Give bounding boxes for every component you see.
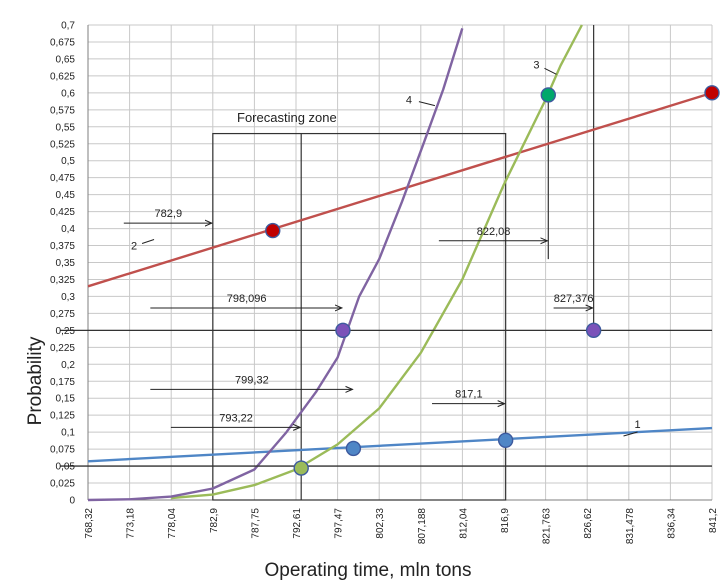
x-tick-label: 831,478 xyxy=(625,508,636,545)
annotation-label: 827,376 xyxy=(554,293,594,305)
y-tick-label: 0,625 xyxy=(50,71,75,82)
y-tick-label: 0,7 xyxy=(61,21,75,32)
data-point xyxy=(585,322,602,339)
y-tick-label: 0,45 xyxy=(56,190,76,201)
y-tick-label: 0,575 xyxy=(50,105,75,116)
data-point xyxy=(265,222,281,239)
x-tick-label: 773,18 xyxy=(126,508,137,539)
data-point xyxy=(345,440,362,457)
y-tick-label: 0,325 xyxy=(50,275,75,286)
curve-label: 3 xyxy=(533,59,539,71)
x-tick-label: 782,9 xyxy=(209,508,220,533)
x-tick-labels: 768,32 773,18 778,04 782,9 787,75 792,61 797,4… xyxy=(84,508,719,545)
data-point xyxy=(497,432,514,448)
series-line-2 xyxy=(87,91,713,288)
y-tick-label: 0,25 xyxy=(56,326,76,337)
reference-lines xyxy=(60,329,712,467)
annotation-label: 793,22 xyxy=(219,412,253,424)
annotation-label: 817,1 xyxy=(455,389,483,401)
y-tick-label: 0,425 xyxy=(50,207,75,218)
x-tick-label: 826,62 xyxy=(583,508,594,539)
curve-label: 4 xyxy=(406,95,412,107)
y-tick-label: 0,675 xyxy=(50,37,75,48)
y-tick-label: 0,175 xyxy=(50,377,75,388)
annotation-label: 799,32 xyxy=(235,374,269,386)
y-tick-label: 0,55 xyxy=(56,122,76,133)
x-tick-label: 787,75 xyxy=(250,508,261,539)
forecasting-zone-label: Forecasting zone xyxy=(237,110,337,125)
annotation-label: 782,9 xyxy=(155,208,183,220)
marked-points xyxy=(265,85,720,476)
x-tick-label: 821,763 xyxy=(542,508,553,545)
x-tick-label: 841,2 xyxy=(708,508,719,533)
data-point xyxy=(704,85,720,101)
y-tick-label: 0,125 xyxy=(50,411,75,422)
y-tick-label: 0,2 xyxy=(61,360,75,371)
y-tick-label: 0,025 xyxy=(50,479,75,490)
y-tick-label: 0,65 xyxy=(56,54,76,65)
annotations: 782,9 798,096 799,32 793,22 817,1 822,08 827,3… xyxy=(123,59,641,437)
y-axis-label: Probability xyxy=(25,336,46,425)
x-tick-label: 797,47 xyxy=(334,508,345,539)
data-point xyxy=(335,322,351,339)
x-axis-label: Operating time, mln tons xyxy=(265,560,472,581)
y-tick-label: 0,225 xyxy=(50,343,75,354)
data-point xyxy=(540,87,556,103)
x-tick-label: 807,188 xyxy=(417,508,428,545)
grid xyxy=(87,24,713,501)
annotation-label: 822,08 xyxy=(477,226,511,238)
y-tick-label: 0,3 xyxy=(61,292,75,303)
y-tick-label: 0,275 xyxy=(50,309,75,320)
y-tick-label: 0,15 xyxy=(56,394,76,405)
y-tick-label: 0,5 xyxy=(61,156,75,167)
y-tick-label: 0,6 xyxy=(61,88,75,99)
x-tick-label: 802,33 xyxy=(375,508,386,539)
y-tick-label: 0,05 xyxy=(56,462,76,473)
curve-label-leader xyxy=(623,431,638,437)
x-tick-label: 792,61 xyxy=(292,508,303,539)
y-tick-label: 0,35 xyxy=(56,258,76,269)
x-tick-label: 768,32 xyxy=(84,508,95,539)
curve-label: 1 xyxy=(634,419,640,431)
curve-label-leader xyxy=(141,239,155,245)
curve-label-leader xyxy=(418,101,436,107)
curve-label-leader xyxy=(544,67,557,75)
forecasting-zone-box xyxy=(212,132,507,501)
data-point xyxy=(293,460,309,476)
series-line-4 xyxy=(87,28,464,502)
y-tick-label: 0,4 xyxy=(61,224,75,235)
forecasting-zone xyxy=(212,25,595,501)
y-tick-labels: 0 0,025 0,05 0,075 0,1 0,125 0,15 0,175 0,2 0,225… xyxy=(50,21,75,507)
y-tick-label: 0 xyxy=(69,496,75,507)
series-line-1 xyxy=(87,426,713,463)
y-tick-label: 0,1 xyxy=(61,428,75,439)
curve-label: 2 xyxy=(131,241,137,253)
x-tick-label: 778,04 xyxy=(167,508,178,539)
y-tick-label: 0,075 xyxy=(50,445,75,456)
x-tick-label: 816,9 xyxy=(500,508,511,533)
y-tick-label: 0,375 xyxy=(50,241,75,252)
annotation-label: 798,096 xyxy=(227,293,267,305)
x-tick-label: 836,34 xyxy=(666,508,677,539)
y-tick-label: 0,525 xyxy=(50,139,75,150)
x-tick-label: 812,04 xyxy=(458,508,469,539)
y-tick-label: 0,475 xyxy=(50,173,75,184)
